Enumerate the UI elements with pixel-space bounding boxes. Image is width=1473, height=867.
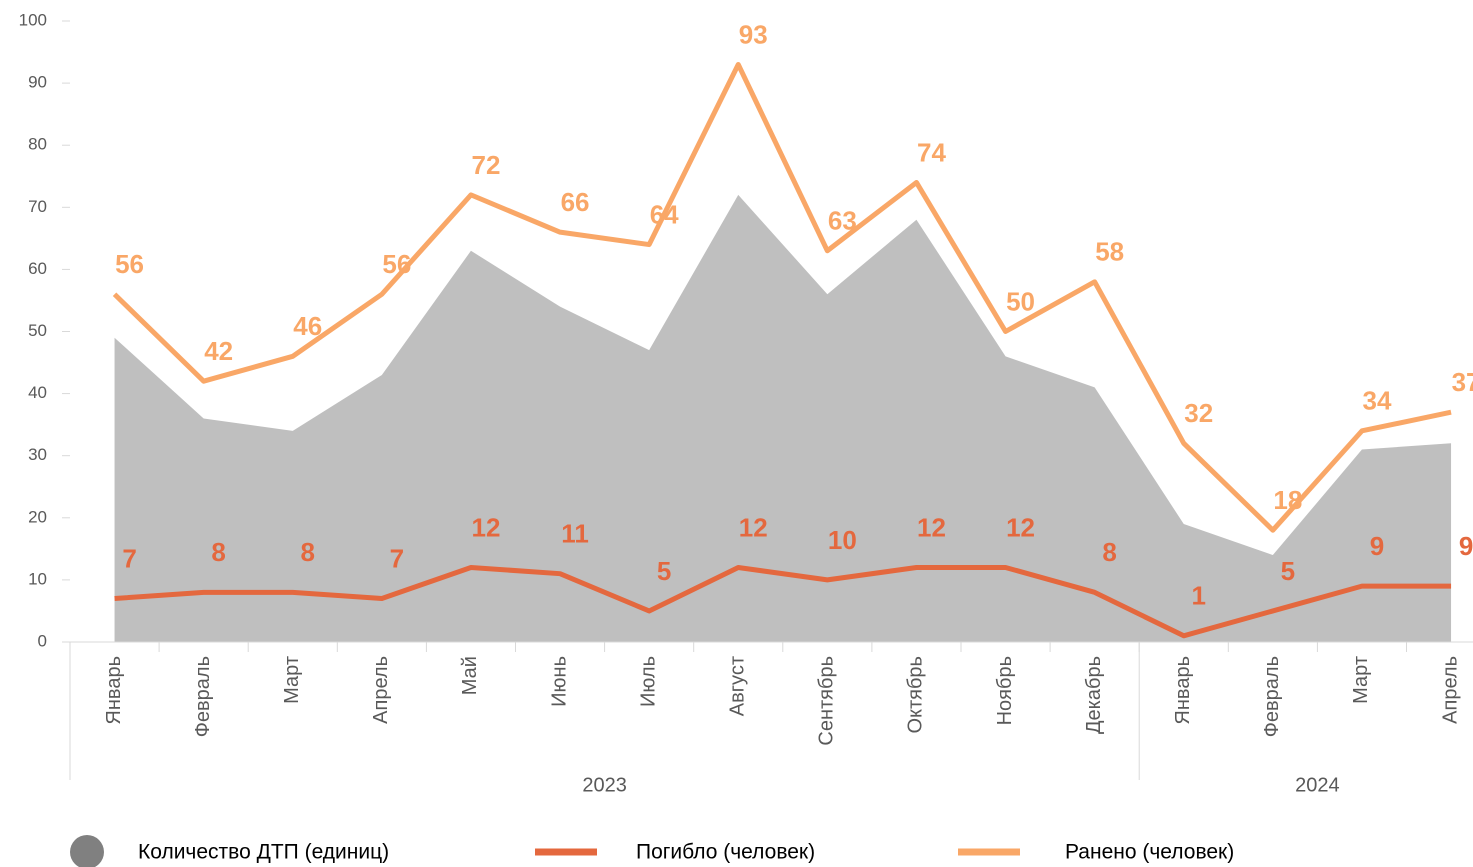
y-tick-label: 50 — [28, 321, 47, 340]
group-label: 2023 — [582, 774, 627, 796]
data-label: 18 — [1273, 485, 1302, 515]
x-tick-label: Январь — [1172, 656, 1194, 725]
y-tick-label: 100 — [19, 10, 47, 29]
x-tick-label: Сентябрь — [816, 656, 838, 746]
data-label: 56 — [382, 249, 411, 279]
data-label: 10 — [828, 525, 857, 555]
y-tick-label: 40 — [28, 383, 47, 402]
data-label: 64 — [650, 199, 679, 229]
x-tick-label: Апрель — [370, 656, 392, 724]
y-tick-label: 20 — [28, 507, 47, 526]
data-label: 1 — [1192, 581, 1206, 611]
y-tick-label: 30 — [28, 445, 47, 464]
data-label: 56 — [115, 249, 144, 279]
x-tick-label: Февраль — [192, 656, 214, 737]
data-label: 5 — [1281, 556, 1295, 586]
line — [112, 61, 1452, 533]
x-tick-label: Декабрь — [1083, 656, 1105, 734]
data-label: 12 — [471, 512, 500, 542]
group-label: 2024 — [1295, 774, 1340, 796]
data-label: 50 — [1006, 286, 1035, 316]
data-label: 32 — [1184, 398, 1213, 428]
y-tick-label: 90 — [28, 73, 47, 92]
data-label: 63 — [828, 206, 857, 236]
x-tick-label: Февраль — [1261, 656, 1283, 737]
data-label: 12 — [1006, 512, 1035, 542]
data-label: 42 — [204, 336, 233, 366]
data-label: 8 — [211, 537, 225, 567]
data-label: 7 — [390, 543, 404, 573]
data-label: 72 — [471, 150, 500, 180]
data-label: 8 — [1102, 537, 1116, 567]
y-tick-label: 60 — [28, 259, 47, 278]
y-tick-label: 10 — [28, 569, 47, 588]
data-label: 12 — [739, 512, 768, 542]
legend-label: Погибло (человек) — [636, 841, 815, 864]
data-label: 74 — [917, 137, 946, 167]
data-label: 66 — [561, 187, 590, 217]
data-label: 11 — [561, 519, 589, 549]
y-tick-label: 70 — [28, 197, 47, 216]
data-label: 37 — [1452, 367, 1473, 397]
data-label: 46 — [293, 311, 322, 341]
data-label: 7 — [122, 543, 136, 573]
x-tick-label: Август — [727, 656, 749, 716]
data-label: 58 — [1095, 237, 1124, 267]
line — [114, 564, 1452, 639]
legend-swatch — [70, 835, 104, 867]
data-label: 93 — [739, 19, 768, 49]
data-label: 9 — [1459, 531, 1473, 561]
data-label: 5 — [657, 556, 671, 586]
data-label: 8 — [301, 537, 315, 567]
x-tick-label: Ноябрь — [994, 656, 1016, 725]
x-tick-label: Январь — [103, 656, 125, 725]
data-label: 9 — [1370, 531, 1384, 561]
x-tick-label: Июль — [637, 656, 659, 707]
x-tick-label: Апрель — [1439, 656, 1461, 724]
area — [114, 194, 1452, 642]
data-label: 12 — [917, 512, 946, 542]
legend-label: Количество ДТП (единиц) — [138, 841, 389, 864]
data-label: 34 — [1362, 386, 1391, 416]
x-tick-label: Июнь — [548, 656, 570, 707]
y-tick-label: 0 — [38, 631, 47, 650]
x-tick-label: Октябрь — [905, 656, 927, 734]
y-tick-label: 80 — [28, 135, 47, 154]
legend-label: Ранено (человек) — [1065, 841, 1234, 864]
x-tick-label: Март — [1350, 656, 1372, 704]
x-tick-label: Март — [281, 656, 303, 704]
x-tick-label: Май — [459, 656, 481, 695]
